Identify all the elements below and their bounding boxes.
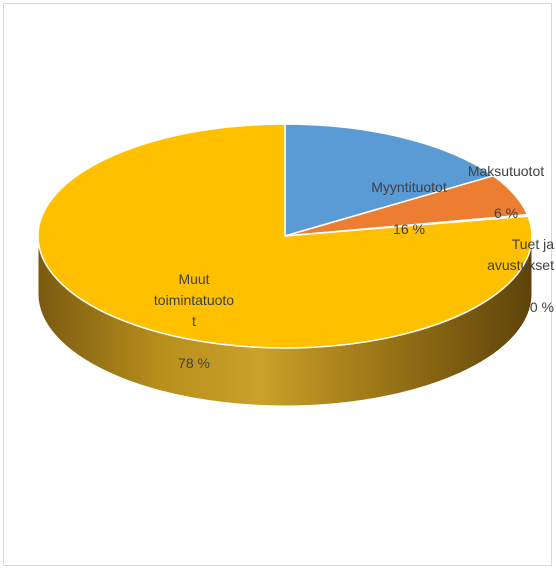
pie-chart <box>37 123 533 407</box>
pie-slice-0 <box>284 123 495 237</box>
chart-area: Myyntituotot 16 % Maksutuotot 6 % Tuet j… <box>3 3 554 566</box>
slice-label-percent: 6 % <box>493 205 519 221</box>
slice-label-name: Maksutuotot <box>467 163 545 179</box>
slice-label-tuet-ja-avustukset: Tuet ja avustukset 0 % <box>484 213 554 339</box>
pie-top <box>37 123 533 349</box>
slice-label-name: Myyntituotot <box>371 179 447 195</box>
slice-label-percent: 16 % <box>393 221 425 237</box>
slice-label-muut-toimintatuotot: Muut toimintatuoto t 78 % <box>134 248 254 395</box>
slice-label-percent: 0 % <box>529 299 554 315</box>
slice-label-percent: 78 % <box>178 355 210 371</box>
slice-label-name: Muut toimintatuoto t <box>153 271 235 329</box>
slice-label-name: Tuet ja avustukset <box>487 236 554 273</box>
slice-label-myyntituotot: Myyntituotot 16 % <box>359 156 459 261</box>
slice-label-maksutuotot: Maksutuotot 6 % <box>451 140 556 245</box>
pie-slice-3 <box>37 123 533 349</box>
